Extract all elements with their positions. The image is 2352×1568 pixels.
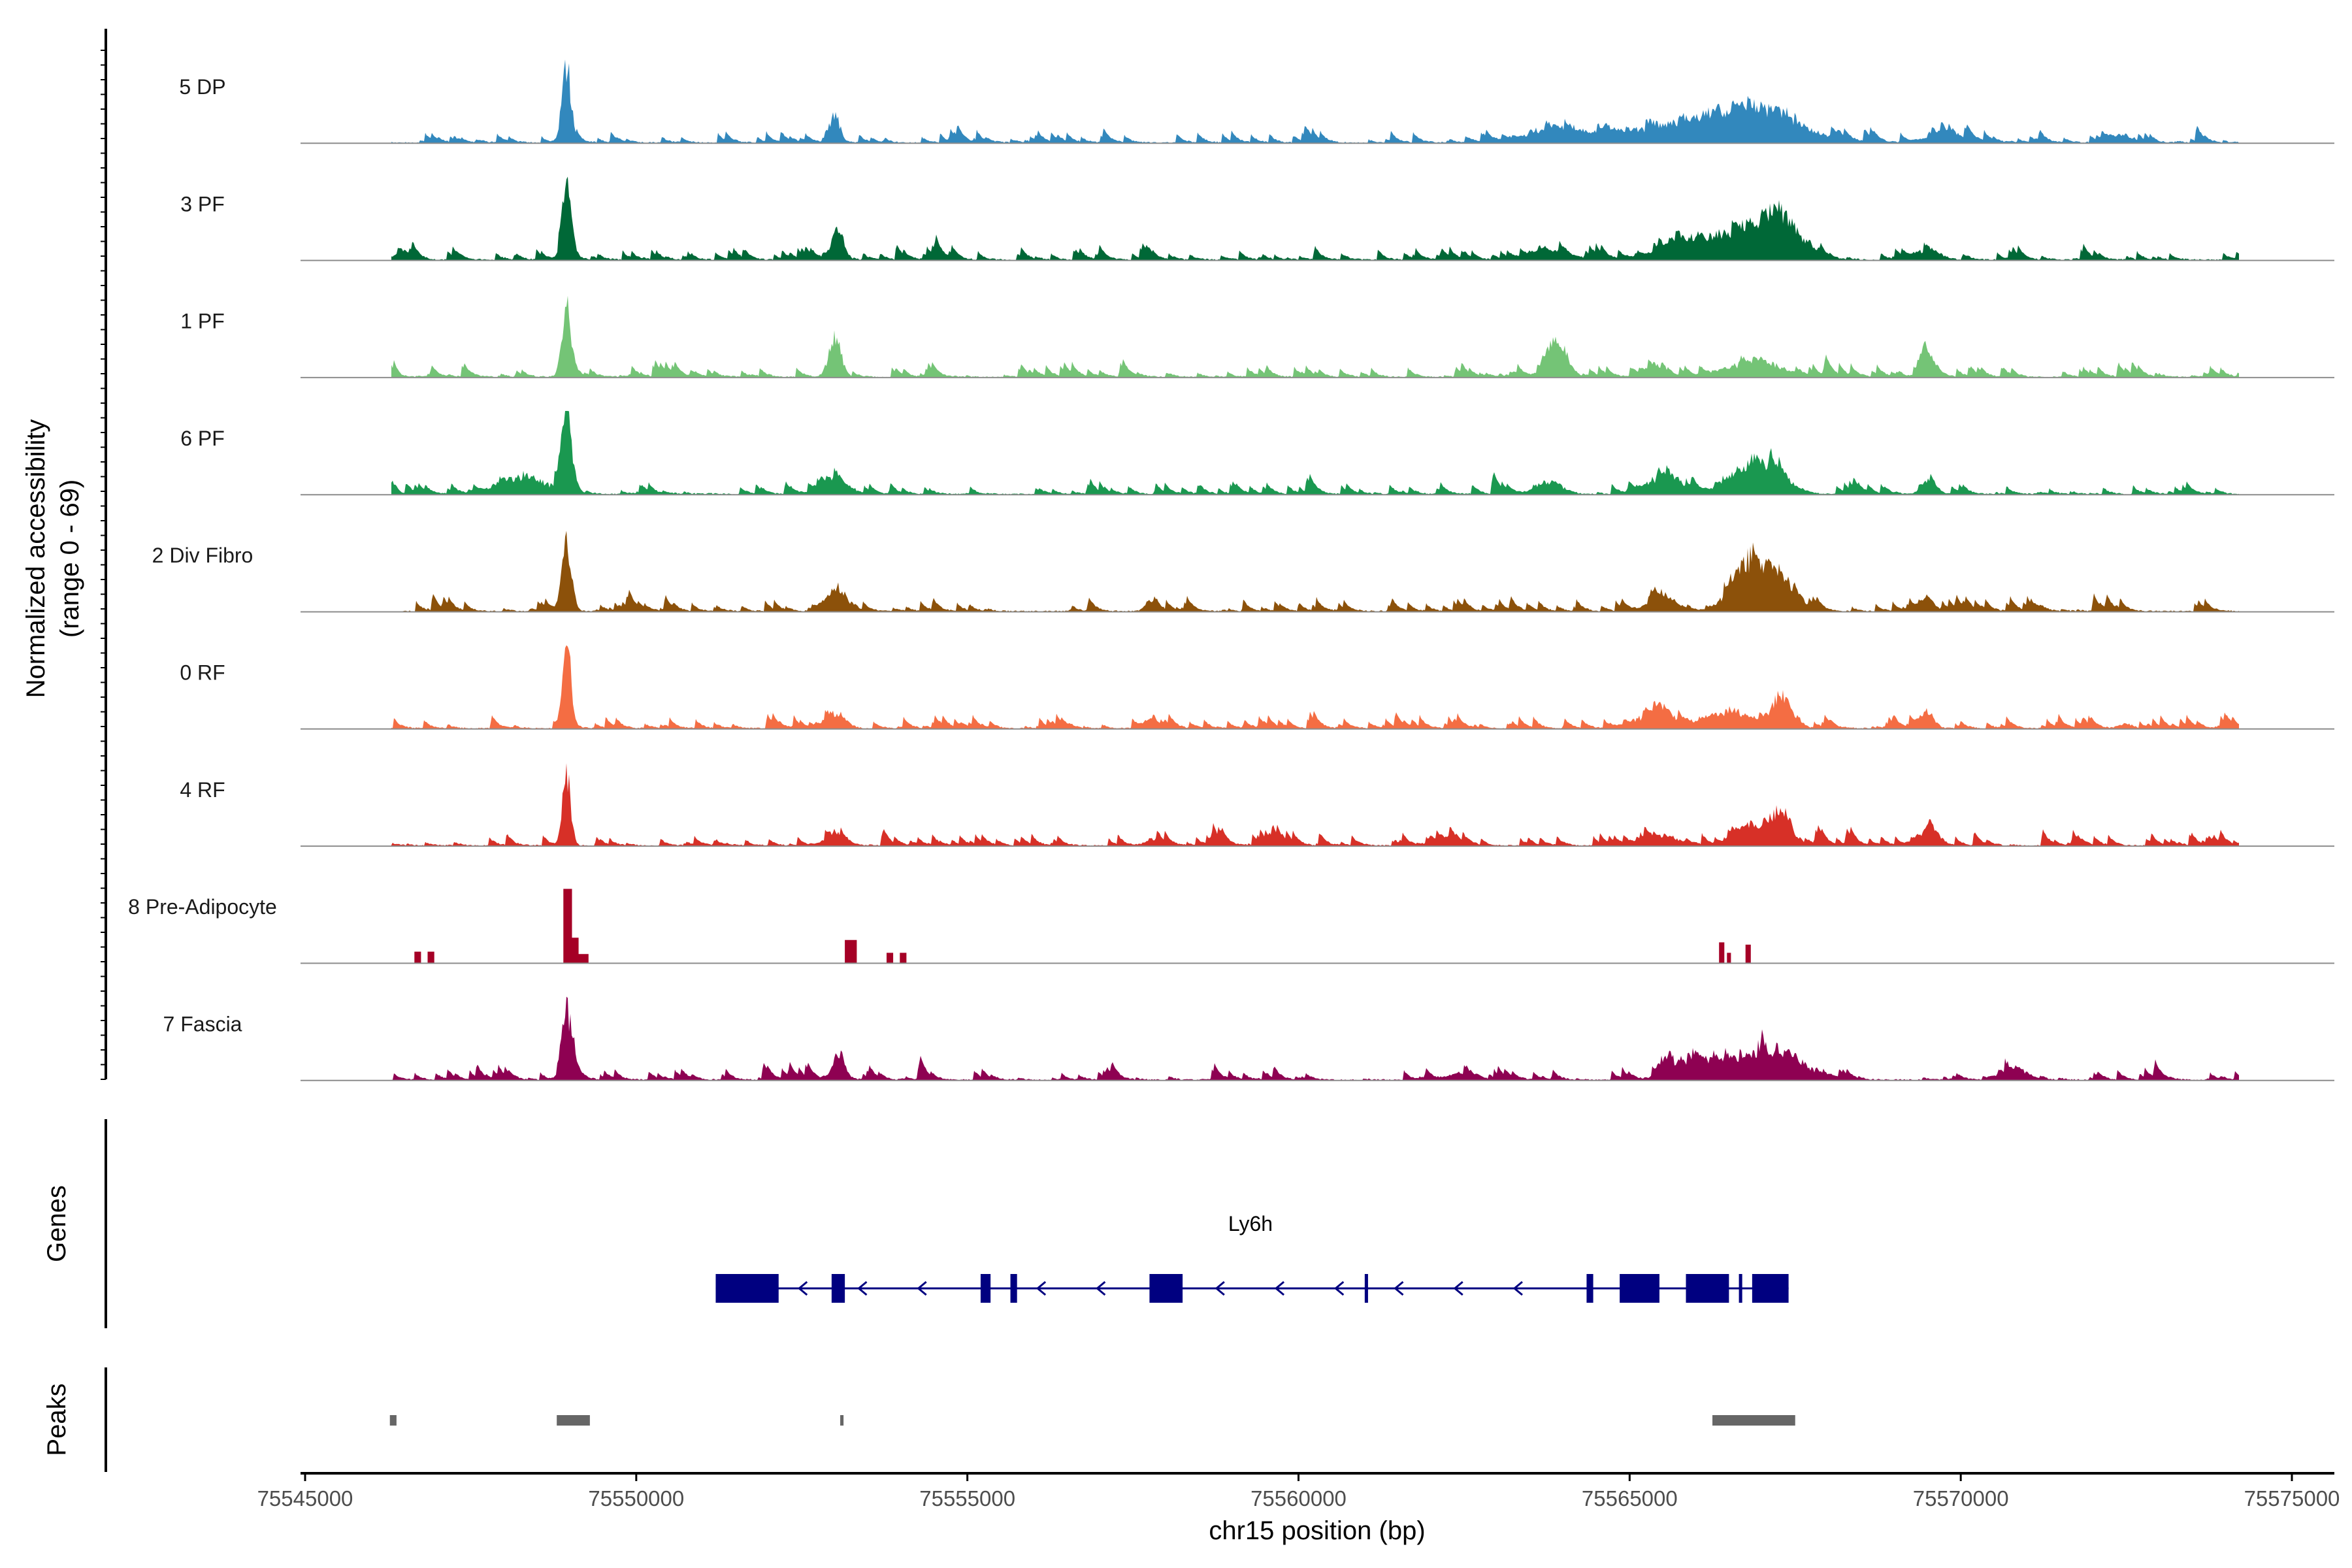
strand-arrow (797, 1281, 808, 1296)
track-signal (391, 59, 2239, 144)
track-label: 4 RF (180, 778, 225, 802)
gene-exon (1364, 1274, 1368, 1303)
gene-exon (1586, 1274, 1593, 1303)
track-1-pf: 1 PF (180, 295, 2334, 378)
track-label: 5 DP (179, 75, 225, 99)
x-tick-label: 75570000 (1913, 1486, 2009, 1511)
x-axis-ticks: 75545000 75550000 75555000 75560000 75565000… (257, 1473, 2340, 1511)
track-label: 0 RF (180, 661, 225, 685)
gene-exon (1620, 1274, 1659, 1303)
genes-track-label: Genes (42, 1185, 71, 1262)
track-label: 2 Div Fibro (152, 544, 253, 567)
y-axis-ticks (101, 50, 106, 1080)
gene-track: Ly6h (715, 1212, 1789, 1303)
accessibility-tracks: 5 DP 3 PF 1 PF 6 PF 2 Div Fibro 0 RF 4 RF 8 Pre… (128, 59, 2334, 1081)
track-8-pre-adipocyte: 8 Pre-Adipocyte (128, 889, 2334, 964)
gene-exon (980, 1274, 991, 1303)
strand-arrow (1394, 1281, 1404, 1296)
x-axis-title: chr15 position (bp) (1209, 1516, 1425, 1545)
peak-region (557, 1415, 590, 1426)
track-signal (414, 889, 1751, 964)
peak-region (1712, 1415, 1795, 1426)
track-6-pf: 6 PF (180, 411, 2334, 496)
gene-exon (1149, 1274, 1183, 1303)
track-signal (391, 645, 2239, 729)
x-tick-label: 75565000 (1582, 1486, 1678, 1511)
track-label: 8 Pre-Adipocyte (128, 895, 277, 919)
track-7-fascia: 7 Fascia (163, 996, 2334, 1081)
strand-arrow (1096, 1281, 1106, 1296)
strand-arrow (1215, 1281, 1225, 1296)
strand-arrow (1453, 1281, 1463, 1296)
strand-arrow (917, 1281, 927, 1296)
peak-region (840, 1415, 844, 1426)
gene-exon (1686, 1274, 1729, 1303)
x-tick-label: 75545000 (257, 1486, 353, 1511)
gene-exon (1010, 1274, 1017, 1303)
y-axis-range: (range 0 - 69) (56, 480, 84, 638)
x-tick-label: 75575000 (2244, 1486, 2340, 1511)
peak-region (389, 1415, 397, 1426)
y-axis-title: Normalized accessibility (22, 419, 50, 698)
strand-arrow (1512, 1281, 1523, 1296)
track-signal (391, 176, 2239, 261)
track-4-rf: 4 RF (180, 763, 2334, 847)
gene-exon (831, 1274, 845, 1303)
track-signal (391, 531, 2239, 612)
track-signal (391, 763, 2239, 847)
gene-exon (1739, 1274, 1742, 1303)
track-0-rf: 0 RF (180, 645, 2334, 730)
peaks-track-label: Peaks (42, 1383, 71, 1456)
gene-name-label: Ly6h (1228, 1212, 1273, 1235)
strand-arrow (857, 1281, 868, 1296)
track-signal (391, 295, 2239, 378)
strand-arrow (1274, 1281, 1285, 1296)
x-tick-label: 75560000 (1250, 1486, 1347, 1511)
gene-exon (1752, 1274, 1789, 1303)
track-2-div-fibro: 2 Div Fibro (152, 531, 2334, 613)
track-label: 7 Fascia (163, 1012, 242, 1036)
track-label: 6 PF (180, 427, 225, 450)
strand-arrow (1036, 1281, 1047, 1296)
gene-exon (715, 1274, 779, 1303)
strand-arrow (1333, 1281, 1345, 1296)
track-signal (391, 996, 2239, 1081)
x-tick-label: 75555000 (919, 1486, 1015, 1511)
track-5-dp: 5 DP (179, 59, 2334, 144)
peak-regions (389, 1415, 1795, 1426)
track-3-pf: 3 PF (180, 176, 2334, 261)
track-label: 1 PF (180, 310, 225, 333)
track-label: 3 PF (180, 192, 225, 216)
x-tick-label: 75550000 (588, 1486, 684, 1511)
track-signal (391, 411, 2239, 495)
